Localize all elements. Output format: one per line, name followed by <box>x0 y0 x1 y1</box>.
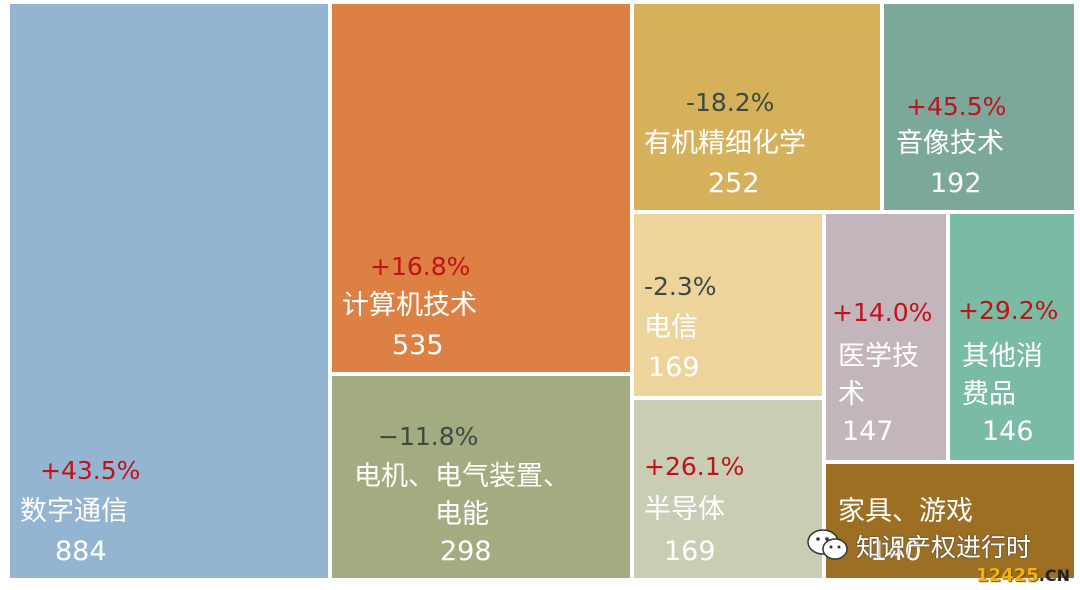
watermark-site: 12425.CN <box>976 565 1070 586</box>
tile-value-label: 884 <box>55 536 107 567</box>
tile-value-label: 192 <box>930 168 982 199</box>
treemap-tile <box>826 464 1074 578</box>
tile-value-label: 169 <box>664 536 716 567</box>
tile-name-label: 数字通信 <box>20 496 128 527</box>
tile-value-label: 140 <box>870 536 922 567</box>
treemap-tile <box>332 376 630 578</box>
treemap-tile <box>826 214 946 460</box>
treemap-tile <box>332 4 630 372</box>
tile-change-label: +16.8% <box>370 252 471 281</box>
watermark-account: 知识产权进行时 <box>856 533 1032 562</box>
tile-name-label: 计算机技术 <box>342 290 477 321</box>
treemap-tile <box>634 4 880 210</box>
tile-name-label: 其他消费品 <box>962 341 1043 410</box>
tile-name-label: 半导体 <box>644 494 725 525</box>
tile-name-label: 音像技术 <box>896 128 1004 159</box>
tile-name-label: 电信 <box>644 312 698 343</box>
watermark: 知识产权进行时 12425.CN <box>806 526 1080 590</box>
tile-change-label: +43.5% <box>40 456 141 485</box>
tile-name-label: 家具、游戏 <box>838 496 973 527</box>
tile-name-label: 医学技术 <box>838 341 919 410</box>
treemap-tile <box>634 214 822 396</box>
tile-value-label: 146 <box>982 416 1034 447</box>
tile-value-label: 535 <box>392 330 444 361</box>
tile-value-label: 252 <box>708 168 760 199</box>
tile-change-label: -18.2% <box>686 88 775 117</box>
tile-change-label: -2.3% <box>644 272 717 301</box>
treemap-tile <box>10 4 328 578</box>
tile-change-label: +26.1% <box>644 452 745 481</box>
treemap-tile <box>884 4 1074 210</box>
tile-value-label: 147 <box>842 416 894 447</box>
tile-change-label: +14.0% <box>832 298 933 327</box>
treemap-tile <box>950 214 1074 460</box>
tile-name-label: 有机精细化学 <box>644 128 806 159</box>
tile-name-label: 电机、电气装置、电能 <box>354 461 570 530</box>
tile-change-label: −11.8% <box>378 422 479 451</box>
tile-change-label: +45.5% <box>906 92 1007 121</box>
tile-change-label: +29.2% <box>958 296 1059 325</box>
treemap-tile <box>634 400 822 578</box>
wechat-icon <box>807 529 848 560</box>
tile-value-label: 298 <box>440 536 492 567</box>
tile-value-label: 169 <box>648 352 700 383</box>
